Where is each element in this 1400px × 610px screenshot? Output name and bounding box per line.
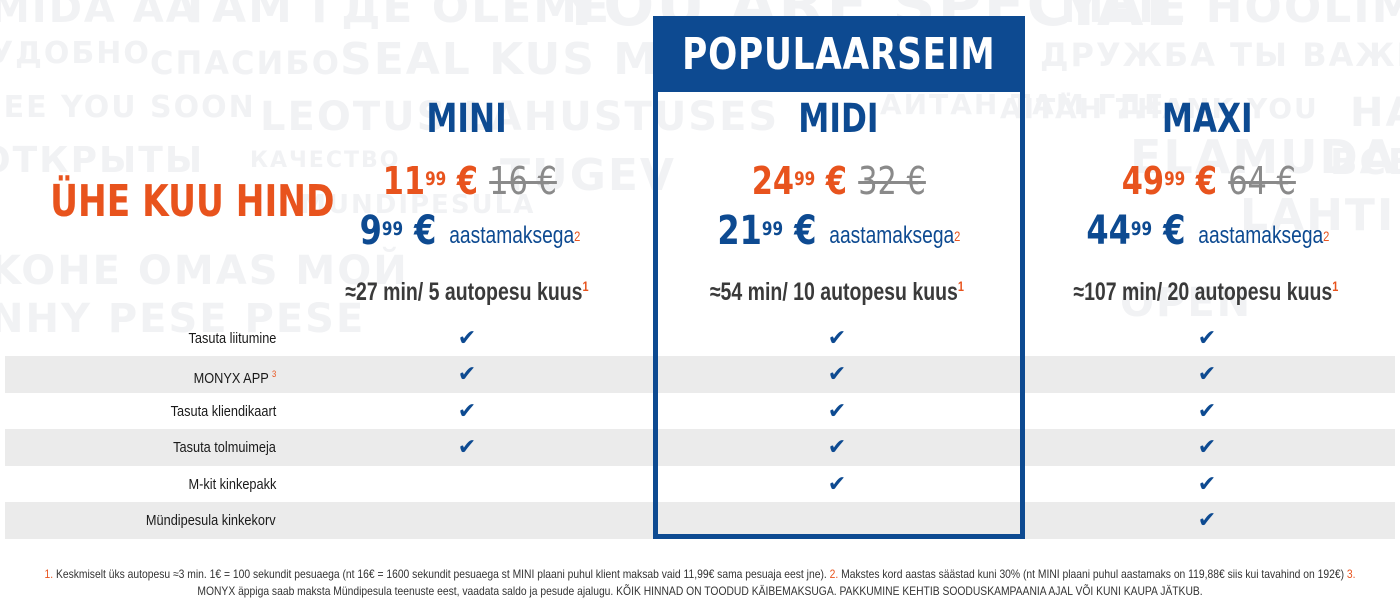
usage-maxi: ≈107 min/ 20 autopesu kuus1 — [1073, 278, 1339, 306]
watermark-text: ELAMUDA — [1130, 130, 1398, 184]
row-stripe — [5, 356, 1395, 393]
current-price: 1199 € — [382, 159, 479, 203]
watermark-text: ОТКРЫТЫ — [0, 140, 205, 181]
watermark-text: TUGEV — [500, 150, 676, 201]
watermark-text: ТАМ ГДЕ OLEME — [180, 0, 612, 33]
annual-price-midi: 2199 € aastamaksega2 — [659, 206, 1019, 262]
watermark-text: KOHE OMAS MOЙ — [0, 248, 409, 294]
check-icon: ✔ — [827, 399, 847, 424]
watermark-text: LAHTI — [1240, 190, 1396, 241]
monthly-price-mini: 1199 € 16 € — [320, 158, 620, 208]
monthly-price-midi: 2499 € 32 € — [689, 158, 989, 208]
current-price: 2499 € — [751, 159, 848, 203]
watermark-text: NHY PESE PESE — [0, 296, 366, 340]
row-stripe — [5, 502, 1395, 539]
feature-label: MONYX APP 3 — [193, 369, 276, 387]
old-price: 64 € — [1228, 159, 1297, 203]
annual-label: aastamaksega2 — [1198, 222, 1330, 249]
usage-midi: ≈54 min/ 10 autopesu kuus1 — [709, 278, 965, 306]
check-icon: ✔ — [1197, 508, 1217, 533]
watermark-text: MIDA ÄA — [0, 0, 199, 32]
annual-label: aastamaksega2 — [449, 222, 581, 249]
old-price: 32 € — [858, 159, 927, 203]
feature-label: M-kit kinkepakk — [188, 476, 276, 493]
annual-label: aastamaksega2 — [829, 222, 961, 249]
plan-name-maxi: MAXI — [1161, 96, 1253, 142]
feature-label: Tasuta kliendikaart — [170, 403, 276, 420]
check-icon: ✔ — [457, 326, 477, 351]
monthly-price-maxi: 4999 € 64 € — [1059, 158, 1359, 208]
check-icon: ✔ — [457, 399, 477, 424]
watermark-text: УДОБНО — [0, 36, 151, 71]
check-icon: ✔ — [1197, 472, 1217, 497]
popular-badge-label: POPULAARSEIM — [682, 28, 996, 80]
plan-name-midi: MIDI — [797, 96, 879, 142]
plan-name-mini: MINI — [426, 96, 508, 142]
watermark-text: LEOTUS LAHUSTUSES — [260, 94, 780, 140]
annual-price-maxi: 4499 € aastamaksega2 — [1028, 206, 1388, 262]
watermark-text: AITÄH THANK YOU — [1000, 92, 1319, 125]
footnotes: 1. Keskmiselt üks autopesu ≈3 min. 1€ = … — [44, 567, 1356, 598]
check-icon: ✔ — [457, 435, 477, 460]
watermark-text: HAR — [1350, 90, 1400, 136]
watermark-text: OPEN — [1120, 280, 1253, 326]
check-icon: ✔ — [827, 362, 847, 387]
old-price: 16 € — [489, 159, 558, 203]
feature-label: Mündipesula kinkekorv — [146, 512, 276, 529]
usage-mini: ≈27 min/ 5 autopesu kuus1 — [345, 278, 589, 306]
watermark-text: СПАСИБО — [150, 44, 341, 82]
current-price: 4999 € — [1121, 159, 1218, 203]
watermark-text: КАЧЕСТВО — [250, 148, 401, 173]
watermark-text: ДРУЖБА ТЫ ВАЖЕН — [1040, 36, 1400, 74]
background-watermark: MIDA ÄA ТАМ ГДЕ OLEME YOU ARE SPECIAL ME… — [0, 0, 1400, 340]
check-icon: ✔ — [827, 435, 847, 460]
check-icon: ✔ — [1197, 326, 1217, 351]
watermark-text: MUNDIPESULA — [300, 190, 536, 220]
check-icon: ✔ — [1197, 362, 1217, 387]
check-icon: ✔ — [827, 326, 847, 351]
popular-badge: POPULAARSEIM — [653, 16, 1025, 92]
check-icon: ✔ — [1197, 399, 1217, 424]
watermark-text: MEIE HOOLIME — [1060, 0, 1400, 33]
row-stripe — [5, 429, 1395, 466]
watermark-text: SEE YOU SOON — [0, 90, 256, 125]
annual-price: 4499 € — [1086, 208, 1186, 254]
annual-price: 2199 € — [717, 208, 817, 254]
annual-price-mini: 999 € aastamaksega2 — [290, 206, 650, 262]
feature-label: Tasuta liitumine — [188, 330, 276, 347]
feature-label: Tasuta tolmuimeja — [173, 439, 276, 456]
monthly-price-heading: ÜHE KUU HIND — [50, 176, 335, 227]
check-icon: ✔ — [457, 362, 477, 387]
watermark-text: ВСЕ — [1330, 142, 1400, 183]
check-icon: ✔ — [1197, 435, 1217, 460]
annual-price: 999 € — [359, 208, 437, 254]
check-icon: ✔ — [827, 472, 847, 497]
